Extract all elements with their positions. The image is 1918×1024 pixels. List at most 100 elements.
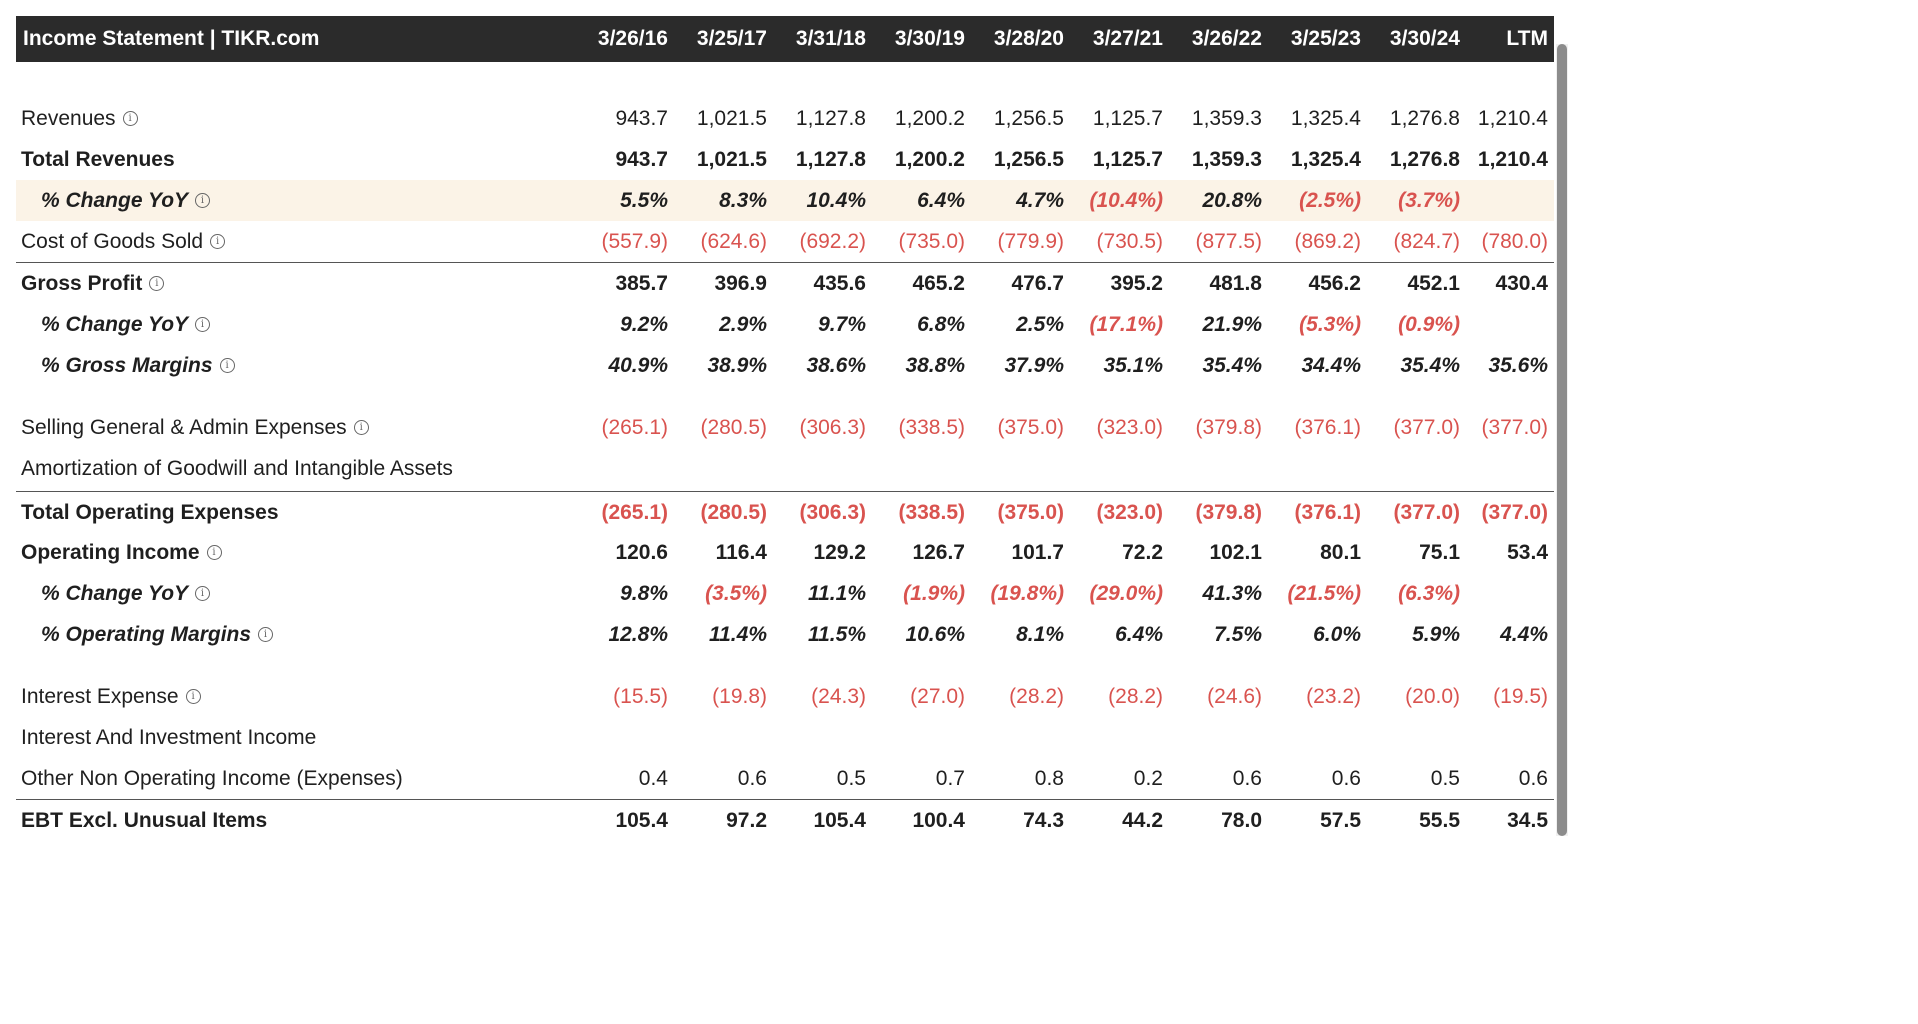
table-cell: 40.9% (608, 354, 668, 377)
table-cell: 6.4% (1115, 623, 1163, 646)
table-row: % Operating Margins i 12.8% 11.4% 11.5% 10.6%… (16, 614, 1554, 655)
row-label-text: Interest And Investment Income (21, 726, 317, 749)
row-label-text: Operating Income (21, 541, 200, 564)
table-cell: (323.0) (1096, 501, 1163, 524)
scrollbar-thumb[interactable] (1557, 44, 1567, 836)
table-cell: (375.0) (997, 501, 1064, 524)
table-cell: 1,210.4 (1477, 107, 1548, 130)
table-cell: 97.2 (726, 809, 767, 832)
table-row: Total Operating Expenses (265.1) (280.5) (3… (16, 491, 1554, 533)
table-cell: 34.5 (1507, 809, 1548, 832)
table-cell: (21.5%) (1287, 582, 1361, 605)
table-cell: (377.0) (1481, 501, 1548, 524)
table-cell: 0.6 (1232, 767, 1262, 790)
table-cell: 8.1% (1016, 623, 1064, 646)
table-row: % Gross Margins i 40.9% 38.9% 38.6% 38.8% 37.9… (16, 345, 1554, 386)
table-cell: 7.5% (1214, 623, 1262, 646)
table-cell: (869.2) (1294, 230, 1361, 253)
table-cell: (265.1) (601, 501, 668, 524)
table-row: % Change YoY i 9.8% (3.5%) 11.1% (1.9%) (19.8%… (16, 573, 1554, 614)
info-circle-icon[interactable]: i (258, 626, 274, 642)
table-cell: 1,256.5 (993, 107, 1064, 130)
table-cell: 385.7 (615, 272, 668, 295)
table-header: Income Statement | TIKR.com 3/26/16 3/25/… (16, 16, 1554, 62)
table-cell: 72.2 (1122, 541, 1163, 564)
table-cell (855, 448, 965, 489)
table-cell: 101.7 (1011, 541, 1064, 564)
table-cell: 1,325.4 (1290, 148, 1361, 171)
table-cell: 41.3% (1202, 582, 1262, 605)
table-cell: 55.5 (1419, 809, 1460, 832)
table-cell: (20.0) (1405, 685, 1460, 708)
table-cell: 35.4% (1202, 354, 1262, 377)
table-cell (756, 717, 866, 758)
row-label-text: Revenues (21, 107, 116, 130)
info-circle-icon[interactable]: i (219, 357, 235, 373)
table-cell: (376.1) (1294, 416, 1361, 439)
table-cell: 38.6% (806, 354, 866, 377)
table-cell: 1,325.4 (1290, 107, 1361, 130)
table-cell (657, 717, 767, 758)
info-circle-icon[interactable]: i (195, 585, 211, 601)
table-cell (1438, 573, 1548, 614)
column-header-ltm: LTM (1506, 27, 1548, 50)
table-cell: 395.2 (1110, 272, 1163, 295)
table-cell: (0.9%) (1398, 313, 1460, 336)
table-cell: 105.4 (813, 809, 866, 832)
table-cell: 0.6 (1518, 767, 1548, 790)
table-cell (558, 448, 668, 489)
table-row: Amortization of Goodwill and Intangible … (16, 448, 1554, 489)
row-label: % Change YoY i (41, 180, 211, 221)
table-cell: (280.5) (700, 501, 767, 524)
info-circle-icon[interactable]: i (353, 419, 369, 435)
info-circle-icon[interactable]: i (122, 110, 138, 126)
table-cell: 53.4 (1507, 541, 1548, 564)
info-circle-icon[interactable]: i (210, 233, 226, 249)
table-cell (1152, 448, 1262, 489)
table-cell: 1,200.2 (894, 107, 965, 130)
table-cell: (306.3) (799, 501, 866, 524)
table-cell: 21.9% (1202, 313, 1262, 336)
table-cell: 74.3 (1023, 809, 1064, 832)
table-cell: (377.0) (1393, 416, 1460, 439)
table-cell: (27.0) (910, 685, 965, 708)
table-cell: 1,125.7 (1092, 148, 1163, 171)
row-label: Gross Profit i (21, 263, 165, 304)
table-cell: 35.4% (1400, 354, 1460, 377)
info-circle-icon[interactable]: i (149, 275, 165, 291)
info-circle-icon[interactable]: i (195, 316, 211, 332)
table-cell: 0.7 (935, 767, 965, 790)
row-label: Operating Income i (21, 532, 222, 573)
table-cell: (5.3%) (1299, 313, 1361, 336)
table-cell: (877.5) (1195, 230, 1262, 253)
table-row: EBT Excl. Unusual Items 105.4 97.2 105.4 100… (16, 799, 1554, 841)
table-cell: 1,125.7 (1092, 107, 1163, 130)
column-header-3-31-18: 3/31/18 (795, 27, 866, 50)
table-cell: 1,127.8 (795, 107, 866, 130)
column-header-3-27-21: 3/27/21 (1092, 27, 1163, 50)
table-cell: (377.0) (1393, 501, 1460, 524)
table-cell: (377.0) (1481, 416, 1548, 439)
table-cell: 38.9% (707, 354, 767, 377)
vertical-scrollbar[interactable] (1556, 44, 1568, 836)
table-cell: (780.0) (1481, 230, 1548, 253)
table-cell: 9.8% (620, 582, 668, 605)
info-circle-icon[interactable]: i (206, 544, 222, 560)
column-header-3-30-24: 3/30/24 (1389, 27, 1460, 50)
row-label-text: Total Operating Expenses (21, 501, 279, 524)
table-cell: 1,127.8 (795, 148, 866, 171)
table-row: Selling General & Admin Expenses i (265.1)… (16, 407, 1554, 448)
table-cell (1438, 180, 1548, 221)
table-cell: (17.1%) (1089, 313, 1163, 336)
table-cell: 5.9% (1412, 623, 1460, 646)
table-cell: 0.2 (1133, 767, 1163, 790)
table-cell: (19.8%) (990, 582, 1064, 605)
info-circle-icon[interactable]: i (195, 192, 211, 208)
table-cell: (338.5) (898, 416, 965, 439)
table-cell: 1,256.5 (993, 148, 1064, 171)
info-circle-icon[interactable]: i (185, 688, 201, 704)
table-cell: 1,359.3 (1191, 107, 1262, 130)
page-title: Income Statement | TIKR.com (23, 27, 320, 50)
table-cell: 78.0 (1221, 809, 1262, 832)
table-cell: 8.3% (719, 189, 767, 212)
